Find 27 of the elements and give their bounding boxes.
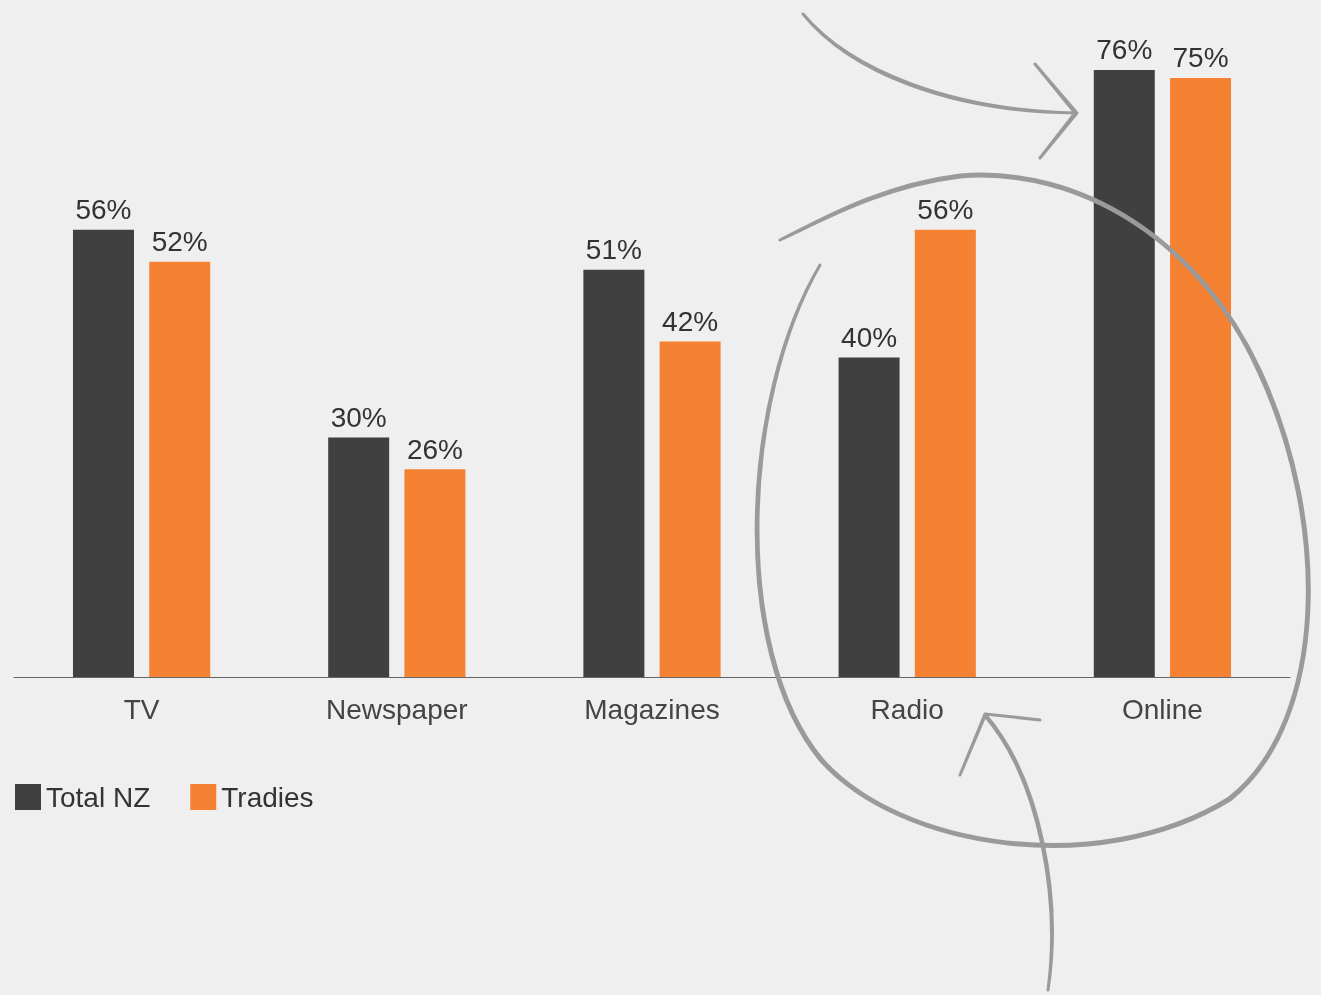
x-tick-label: Online (1121, 693, 1203, 725)
bar (1093, 69, 1155, 677)
x-tick-label: Newspaper (325, 693, 468, 725)
data-label: 52% (151, 226, 208, 258)
bar (72, 229, 134, 677)
x-tick-label: Radio (870, 693, 944, 725)
data-label: 75% (1172, 42, 1229, 74)
data-label: 56% (75, 194, 132, 226)
data-label: 56% (917, 194, 974, 226)
legend-label: Total NZ (46, 781, 151, 813)
bar (914, 229, 976, 677)
data-label: 30% (330, 401, 387, 433)
data-label: 42% (662, 306, 719, 338)
bar (583, 269, 645, 677)
data-label: 26% (406, 433, 463, 465)
bar (149, 261, 211, 677)
data-label: 40% (841, 322, 898, 353)
x-tick-label: Magazines (584, 693, 720, 725)
bar (1170, 77, 1232, 677)
bar (659, 341, 721, 677)
bar (838, 357, 900, 677)
x-tick-label: TV (123, 693, 160, 725)
data-label: 51% (585, 234, 642, 266)
data-label: 76% (1096, 34, 1153, 66)
bar (328, 437, 390, 677)
bar (404, 469, 466, 677)
legend-label: Tradies (221, 781, 314, 813)
